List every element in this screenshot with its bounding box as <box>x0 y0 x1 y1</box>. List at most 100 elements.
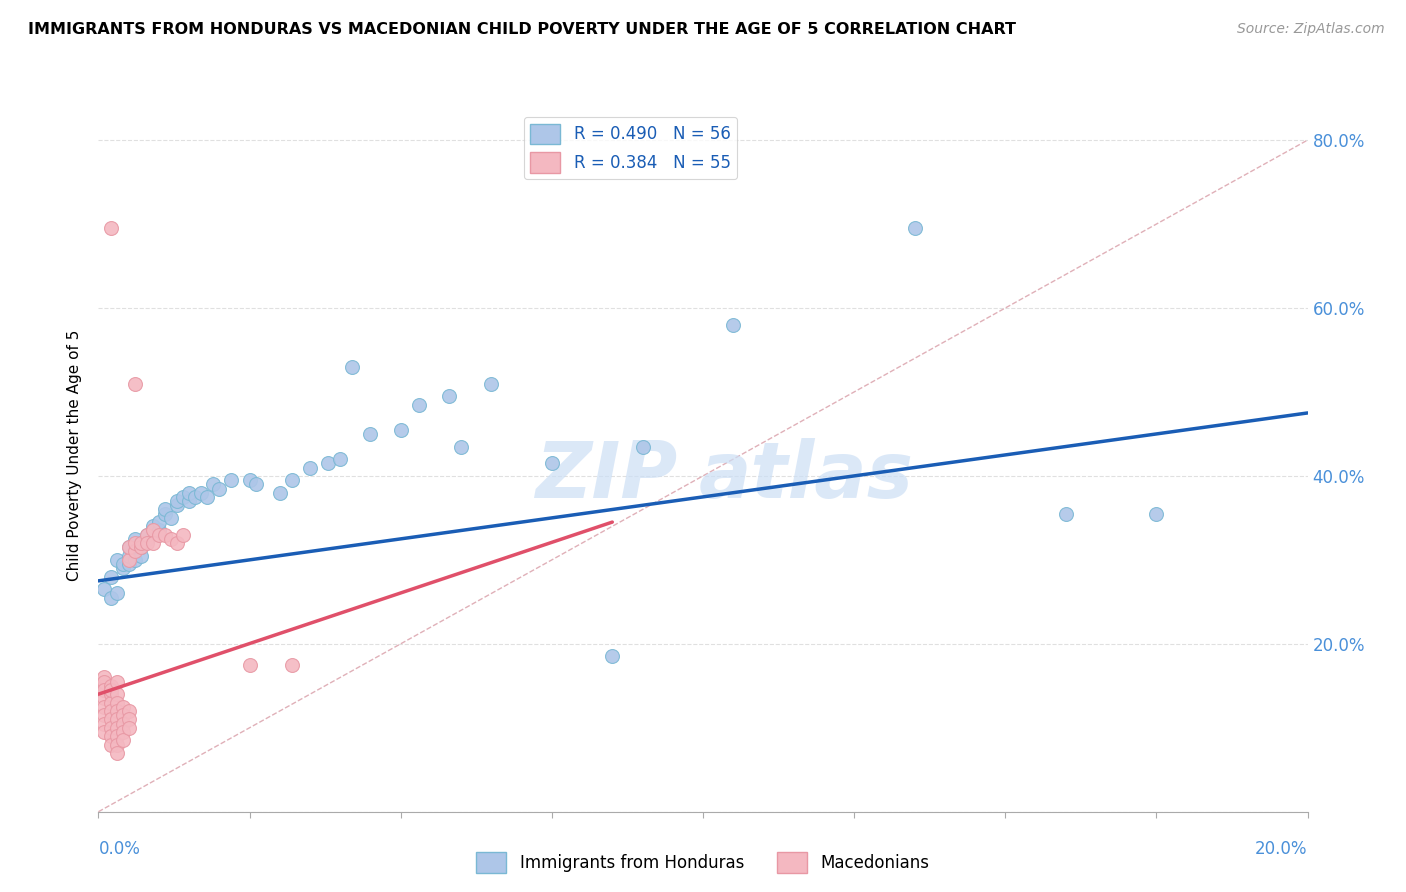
Point <box>93 670 115 684</box>
Text: 0.0%: 0.0% <box>98 840 141 858</box>
Point <box>100 683 122 698</box>
Point <box>148 527 170 541</box>
Point <box>100 704 122 718</box>
Point <box>111 699 134 714</box>
Point <box>239 473 262 487</box>
Point <box>166 536 188 550</box>
Point <box>93 699 115 714</box>
Point <box>118 712 141 726</box>
Point <box>239 657 262 672</box>
Text: Source: ZipAtlas.com: Source: ZipAtlas.com <box>1237 22 1385 37</box>
Point <box>118 541 141 555</box>
Point <box>105 553 128 567</box>
Point <box>389 423 412 437</box>
Point <box>100 591 122 605</box>
Point <box>105 738 128 752</box>
Point <box>118 721 141 735</box>
Point <box>129 541 152 555</box>
Point <box>153 502 176 516</box>
Text: ZIP: ZIP <box>536 438 678 515</box>
Point <box>179 485 201 500</box>
Point <box>190 485 212 500</box>
Point <box>118 553 141 567</box>
Point <box>329 452 352 467</box>
Point <box>179 494 201 508</box>
Point <box>316 456 339 470</box>
Point <box>93 679 115 693</box>
Point <box>166 498 188 512</box>
Point <box>129 541 152 555</box>
Text: atlas: atlas <box>699 438 914 515</box>
Point <box>172 490 194 504</box>
Point <box>111 725 134 739</box>
Point <box>281 657 304 672</box>
Point <box>100 569 122 583</box>
Point <box>100 721 122 735</box>
Point <box>129 536 152 550</box>
Point <box>100 687 122 701</box>
Point <box>93 716 115 731</box>
Point <box>135 527 157 541</box>
Point <box>111 716 134 731</box>
Point <box>245 477 267 491</box>
Point <box>111 557 134 571</box>
Point <box>124 536 146 550</box>
Point <box>153 527 176 541</box>
Point <box>148 515 170 529</box>
Point <box>93 683 115 698</box>
Point <box>124 376 146 391</box>
Point <box>904 221 927 235</box>
Point <box>118 557 141 571</box>
Point <box>221 473 243 487</box>
Point <box>142 536 165 550</box>
Point <box>100 738 122 752</box>
Point <box>166 494 188 508</box>
Point <box>408 398 430 412</box>
Point <box>208 482 231 496</box>
Point <box>631 440 654 454</box>
Point <box>195 490 218 504</box>
Point <box>105 674 128 689</box>
Point <box>184 490 207 504</box>
Point <box>93 691 115 706</box>
Point <box>100 679 122 693</box>
Point <box>142 519 165 533</box>
Point <box>148 524 170 538</box>
Legend: R = 0.490   N = 56, R = 0.384   N = 55: R = 0.490 N = 56, R = 0.384 N = 55 <box>523 117 737 179</box>
Point <box>105 712 128 726</box>
Point <box>437 389 460 403</box>
Point <box>93 674 115 689</box>
Point <box>142 524 165 538</box>
Point <box>100 712 122 726</box>
Point <box>105 721 128 735</box>
Point <box>723 318 745 332</box>
Point <box>202 477 225 491</box>
Point <box>450 440 472 454</box>
Point <box>105 746 128 760</box>
Point <box>105 687 128 701</box>
Point <box>481 376 503 391</box>
Y-axis label: Child Poverty Under the Age of 5: Child Poverty Under the Age of 5 <box>67 329 83 581</box>
Point <box>172 527 194 541</box>
Point <box>105 696 128 710</box>
Legend: Immigrants from Honduras, Macedonians: Immigrants from Honduras, Macedonians <box>470 846 936 880</box>
Point <box>111 561 134 575</box>
Point <box>129 536 152 550</box>
Point <box>111 733 134 747</box>
Point <box>93 708 115 723</box>
Point <box>105 586 128 600</box>
Point <box>360 426 382 441</box>
Text: IMMIGRANTS FROM HONDURAS VS MACEDONIAN CHILD POVERTY UNDER THE AGE OF 5 CORRELAT: IMMIGRANTS FROM HONDURAS VS MACEDONIAN C… <box>28 22 1017 37</box>
Point <box>1144 507 1167 521</box>
Point <box>111 708 134 723</box>
Point <box>93 725 115 739</box>
Point <box>281 473 304 487</box>
Point <box>118 549 141 563</box>
Point <box>342 359 364 374</box>
Point <box>93 683 115 698</box>
Point <box>160 511 183 525</box>
Point <box>124 532 146 546</box>
Point <box>160 532 183 546</box>
Text: 20.0%: 20.0% <box>1256 840 1308 858</box>
Point <box>105 704 128 718</box>
